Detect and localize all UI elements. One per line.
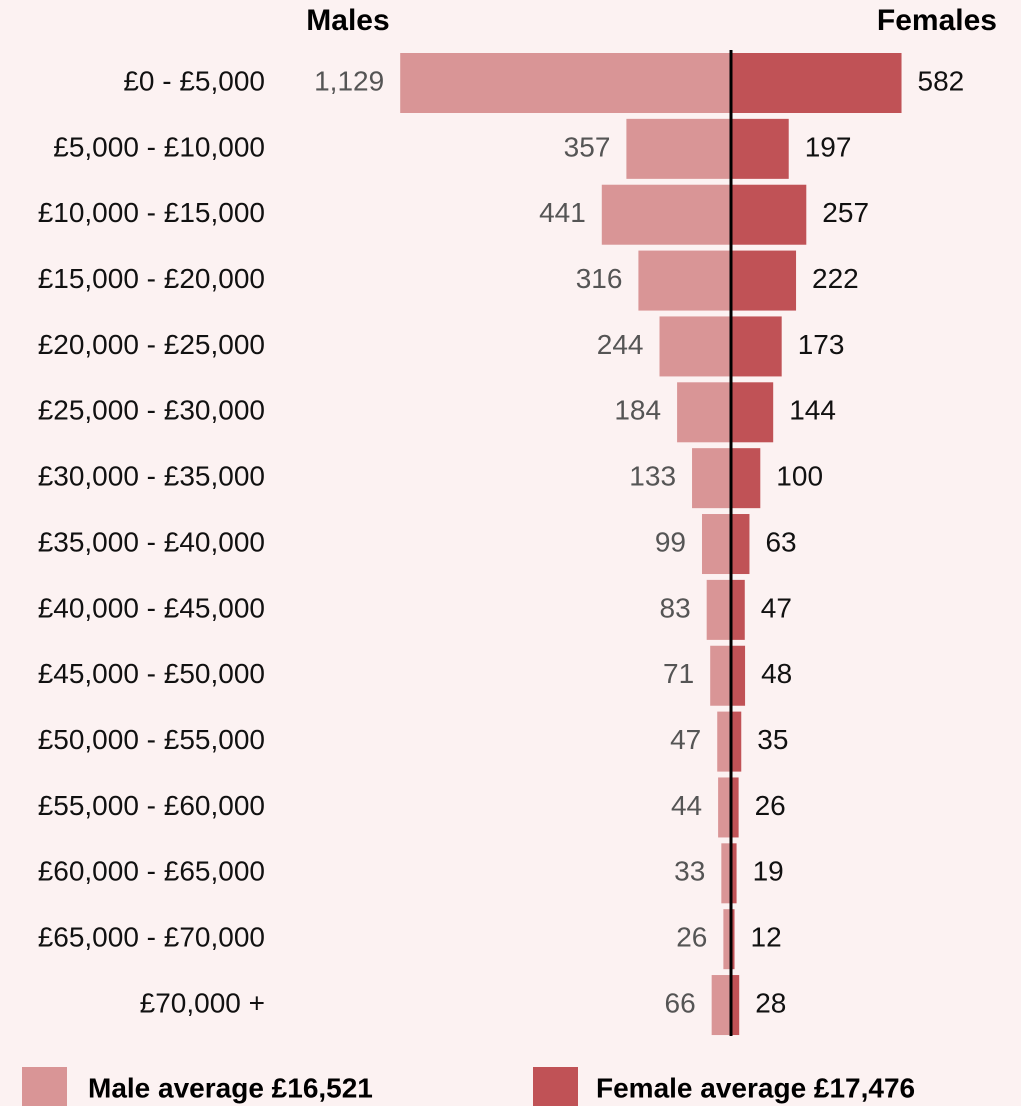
bar	[601, 184, 731, 245]
category-label: £5,000 - £10,000	[53, 131, 265, 162]
bar	[731, 382, 774, 443]
bar	[677, 382, 731, 443]
bar	[731, 514, 750, 575]
value-label: 197	[805, 131, 852, 162]
category-label: £0 - £5,000	[123, 65, 265, 96]
bar	[638, 250, 731, 311]
value-label: 26	[755, 790, 786, 821]
category-label: £20,000 - £25,000	[38, 329, 265, 360]
value-label: 63	[765, 526, 796, 557]
value-label: 1,129	[314, 65, 384, 96]
value-label: 66	[665, 987, 696, 1018]
category-label: £60,000 - £65,000	[38, 856, 265, 887]
bar	[659, 316, 731, 377]
bar	[731, 448, 761, 509]
category-label: £45,000 - £50,000	[38, 658, 265, 689]
bar	[731, 645, 746, 706]
bar	[626, 118, 731, 179]
value-label: 99	[655, 526, 686, 557]
value-label: 47	[761, 592, 792, 623]
category-label: £10,000 - £15,000	[38, 197, 265, 228]
value-label: 12	[751, 922, 782, 953]
value-label: 19	[753, 856, 784, 887]
bar	[711, 975, 731, 1036]
value-label: 100	[776, 461, 823, 492]
category-label: £15,000 - £20,000	[38, 263, 265, 294]
value-label: 71	[663, 658, 694, 689]
bar	[731, 975, 740, 1036]
value-label: 357	[564, 131, 611, 162]
value-label: 441	[539, 197, 586, 228]
value-label: 144	[789, 395, 836, 426]
bar	[731, 579, 745, 640]
value-label: 173	[798, 329, 845, 360]
bar	[692, 448, 731, 509]
category-label: £25,000 - £30,000	[38, 395, 265, 426]
males-header: Males	[306, 4, 389, 37]
bar	[731, 711, 742, 772]
bar	[731, 250, 797, 311]
legend-swatch	[22, 1067, 67, 1106]
bar	[706, 579, 731, 640]
value-label: 33	[674, 856, 705, 887]
legend-swatch	[533, 1067, 578, 1106]
value-label: 184	[614, 395, 661, 426]
category-label: £40,000 - £45,000	[38, 592, 265, 623]
females-header: Females	[877, 4, 997, 37]
bar	[731, 316, 782, 377]
bar	[731, 118, 789, 179]
value-label: 257	[822, 197, 869, 228]
bar	[710, 645, 731, 706]
value-label: 28	[755, 987, 786, 1018]
category-label: £55,000 - £60,000	[38, 790, 265, 821]
value-label: 222	[812, 263, 859, 294]
value-label: 316	[576, 263, 623, 294]
value-label: 35	[757, 724, 788, 755]
bar	[721, 843, 731, 904]
category-label: £70,000 +	[140, 987, 265, 1018]
bar	[723, 909, 731, 970]
value-label: 26	[676, 922, 707, 953]
bar	[731, 53, 902, 113]
value-label: 48	[761, 658, 792, 689]
bar	[701, 514, 731, 575]
bar	[731, 184, 807, 245]
bar	[400, 53, 731, 113]
bar	[718, 777, 731, 838]
bar	[731, 777, 739, 838]
category-label: £30,000 - £35,000	[38, 461, 265, 492]
category-label: £50,000 - £55,000	[38, 724, 265, 755]
value-label: 244	[597, 329, 644, 360]
value-label: 133	[629, 461, 676, 492]
legend-label: Male average £16,521	[88, 1072, 373, 1103]
value-label: 44	[671, 790, 702, 821]
value-label: 582	[918, 65, 965, 96]
value-label: 47	[670, 724, 701, 755]
value-label: 83	[660, 592, 691, 623]
legend-label: Female average £17,476	[596, 1072, 915, 1103]
bar	[717, 711, 731, 772]
bar	[731, 909, 735, 970]
category-label: £35,000 - £40,000	[38, 526, 265, 557]
category-label: £65,000 - £70,000	[38, 922, 265, 953]
bar	[731, 843, 737, 904]
